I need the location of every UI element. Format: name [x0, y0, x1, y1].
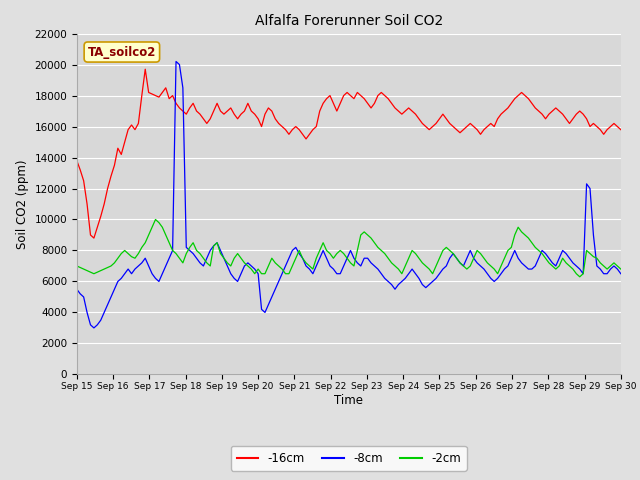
-16cm	[596, 127, 604, 132]
-2cm	[152, 216, 159, 222]
-8cm	[432, 276, 440, 281]
-8cm	[73, 286, 81, 292]
Line: -16cm: -16cm	[77, 69, 621, 238]
-8cm	[189, 251, 197, 256]
-8cm	[234, 278, 241, 284]
-8cm	[172, 59, 180, 64]
-16cm	[234, 116, 241, 121]
-2cm	[73, 263, 81, 269]
-16cm	[617, 127, 625, 132]
-8cm	[381, 276, 388, 281]
Line: -2cm: -2cm	[77, 219, 621, 277]
-2cm	[429, 271, 436, 276]
Title: Alfalfa Forerunner Soil CO2: Alfalfa Forerunner Soil CO2	[255, 14, 443, 28]
X-axis label: Time: Time	[334, 394, 364, 407]
-2cm	[230, 255, 238, 261]
-2cm	[378, 248, 385, 253]
-2cm	[576, 274, 584, 280]
-8cm	[596, 266, 604, 272]
Legend: -16cm, -8cm, -2cm: -16cm, -8cm, -2cm	[231, 446, 467, 471]
-2cm	[186, 244, 193, 250]
-16cm	[90, 235, 98, 241]
-8cm	[617, 271, 625, 276]
-2cm	[617, 266, 625, 272]
-16cm	[381, 93, 388, 98]
-16cm	[141, 66, 149, 72]
Text: TA_soilco2: TA_soilco2	[88, 46, 156, 59]
Y-axis label: Soil CO2 (ppm): Soil CO2 (ppm)	[16, 159, 29, 249]
-2cm	[596, 260, 604, 266]
Line: -8cm: -8cm	[77, 61, 621, 328]
-8cm	[90, 325, 98, 331]
-2cm	[521, 232, 529, 238]
-16cm	[432, 120, 440, 126]
-16cm	[189, 100, 197, 106]
-16cm	[525, 96, 532, 102]
-8cm	[525, 266, 532, 272]
-16cm	[73, 158, 81, 164]
